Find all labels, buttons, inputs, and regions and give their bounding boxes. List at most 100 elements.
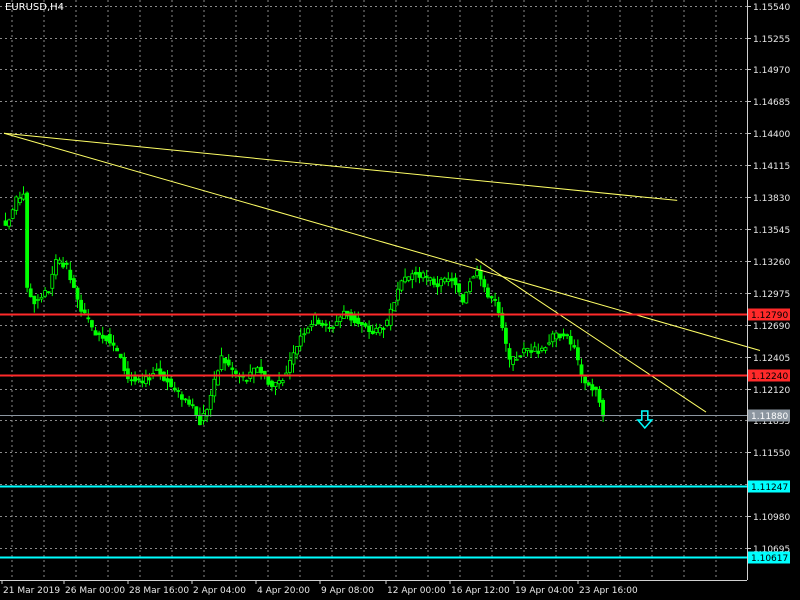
candle-body: [226, 359, 231, 366]
candle-body: [594, 386, 598, 390]
candle-body: [43, 290, 47, 297]
candle-body: [266, 376, 271, 385]
candle-body: [550, 333, 555, 343]
x-tick-label: 23 Apr 16:00: [579, 586, 638, 596]
candle-body: [554, 332, 559, 340]
candle-body: [413, 271, 418, 275]
candle-body: [356, 317, 361, 324]
candle-body: [431, 278, 436, 285]
candle-body: [428, 277, 433, 281]
candle-body: [565, 334, 569, 337]
candle-body: [230, 367, 235, 370]
candle-body: [543, 347, 548, 351]
candle-body: [154, 368, 159, 371]
candle-body: [68, 269, 73, 281]
candle-body: [446, 278, 451, 282]
candle-body: [385, 319, 390, 326]
candle-body: [97, 332, 101, 336]
candle-body: [453, 277, 458, 286]
candle-body: [485, 287, 490, 298]
candle-body: [104, 335, 109, 342]
y-tick-label: 1.12405: [753, 354, 790, 364]
candle-body: [511, 356, 516, 365]
candle-body: [111, 342, 116, 346]
x-tick-label: 9 Apr 08:00: [321, 586, 374, 596]
candle-body: [525, 347, 530, 351]
price-tag: [748, 369, 790, 382]
candle-body: [442, 277, 447, 283]
candle-body: [3, 220, 8, 226]
candle-body: [259, 366, 264, 374]
candle-body: [496, 301, 501, 314]
candle-body: [349, 312, 354, 321]
candle-body: [568, 335, 573, 345]
candle-body: [464, 291, 469, 304]
candle-body: [323, 323, 328, 326]
candle-body: [75, 287, 80, 300]
candle-body: [7, 219, 11, 227]
y-tick-label: 1.12690: [753, 322, 790, 332]
candle-body: [478, 269, 483, 280]
candle-body: [388, 308, 393, 326]
candle-body: [558, 333, 562, 339]
candle-body: [115, 347, 119, 352]
candle-body: [10, 209, 15, 219]
candle-body: [194, 406, 199, 416]
candle-body: [334, 321, 339, 326]
candle-body: [215, 370, 220, 386]
candle-body: [36, 299, 40, 301]
candle-body: [586, 382, 591, 386]
candle-body: [374, 327, 379, 333]
candle-body: [172, 387, 177, 391]
candle-body: [136, 378, 141, 381]
x-tick-label: 19 Apr 04:00: [515, 586, 574, 596]
candle-body: [449, 278, 454, 282]
candle-body: [540, 347, 544, 351]
candle-body: [305, 328, 310, 334]
y-tick-label: 1.12120: [753, 386, 790, 396]
candle-body: [514, 358, 519, 361]
candle-body: [579, 364, 584, 375]
price-tag: [748, 480, 790, 493]
candle-body: [108, 334, 112, 344]
candle-body: [126, 368, 130, 380]
y-tick-label: 1.14115: [753, 162, 790, 172]
candle-body: [576, 347, 580, 361]
candle-body: [352, 314, 357, 323]
x-tick-label: 4 Apr 20:00: [257, 586, 310, 596]
candle-body: [500, 312, 505, 329]
candle-body: [435, 283, 440, 288]
candle-body: [392, 302, 397, 312]
candle-body: [255, 367, 260, 373]
down-arrow-icon: [636, 410, 654, 430]
candle-body: [79, 299, 83, 312]
candle-body: [572, 345, 577, 348]
candle-body: [72, 278, 76, 288]
candle-body: [93, 330, 98, 336]
y-tick-label: 1.10980: [753, 513, 790, 523]
candle-body: [273, 381, 278, 388]
y-tick-label: 1.13545: [753, 226, 790, 236]
candle-body: [532, 346, 537, 352]
candle-body: [179, 394, 184, 400]
candle-body: [424, 275, 429, 278]
candle-body: [381, 327, 386, 330]
x-tick-label: 12 Apr 00:00: [387, 586, 446, 596]
candle-body: [57, 259, 62, 264]
candle-body: [507, 348, 512, 360]
x-tick-label: 2 Apr 04:00: [193, 586, 246, 596]
candle-body: [529, 350, 533, 353]
candle-body: [320, 322, 325, 326]
candle-body: [46, 291, 51, 294]
x-tick-label: 28 Mar 16:00: [129, 586, 189, 596]
candle-body: [17, 197, 22, 204]
candle-body: [90, 320, 94, 328]
candle-body: [338, 316, 343, 322]
candle-body: [327, 327, 332, 329]
candle-body: [61, 262, 65, 268]
price-tag: [748, 308, 790, 321]
candle-body: [287, 360, 292, 373]
candle-body: [50, 273, 55, 289]
